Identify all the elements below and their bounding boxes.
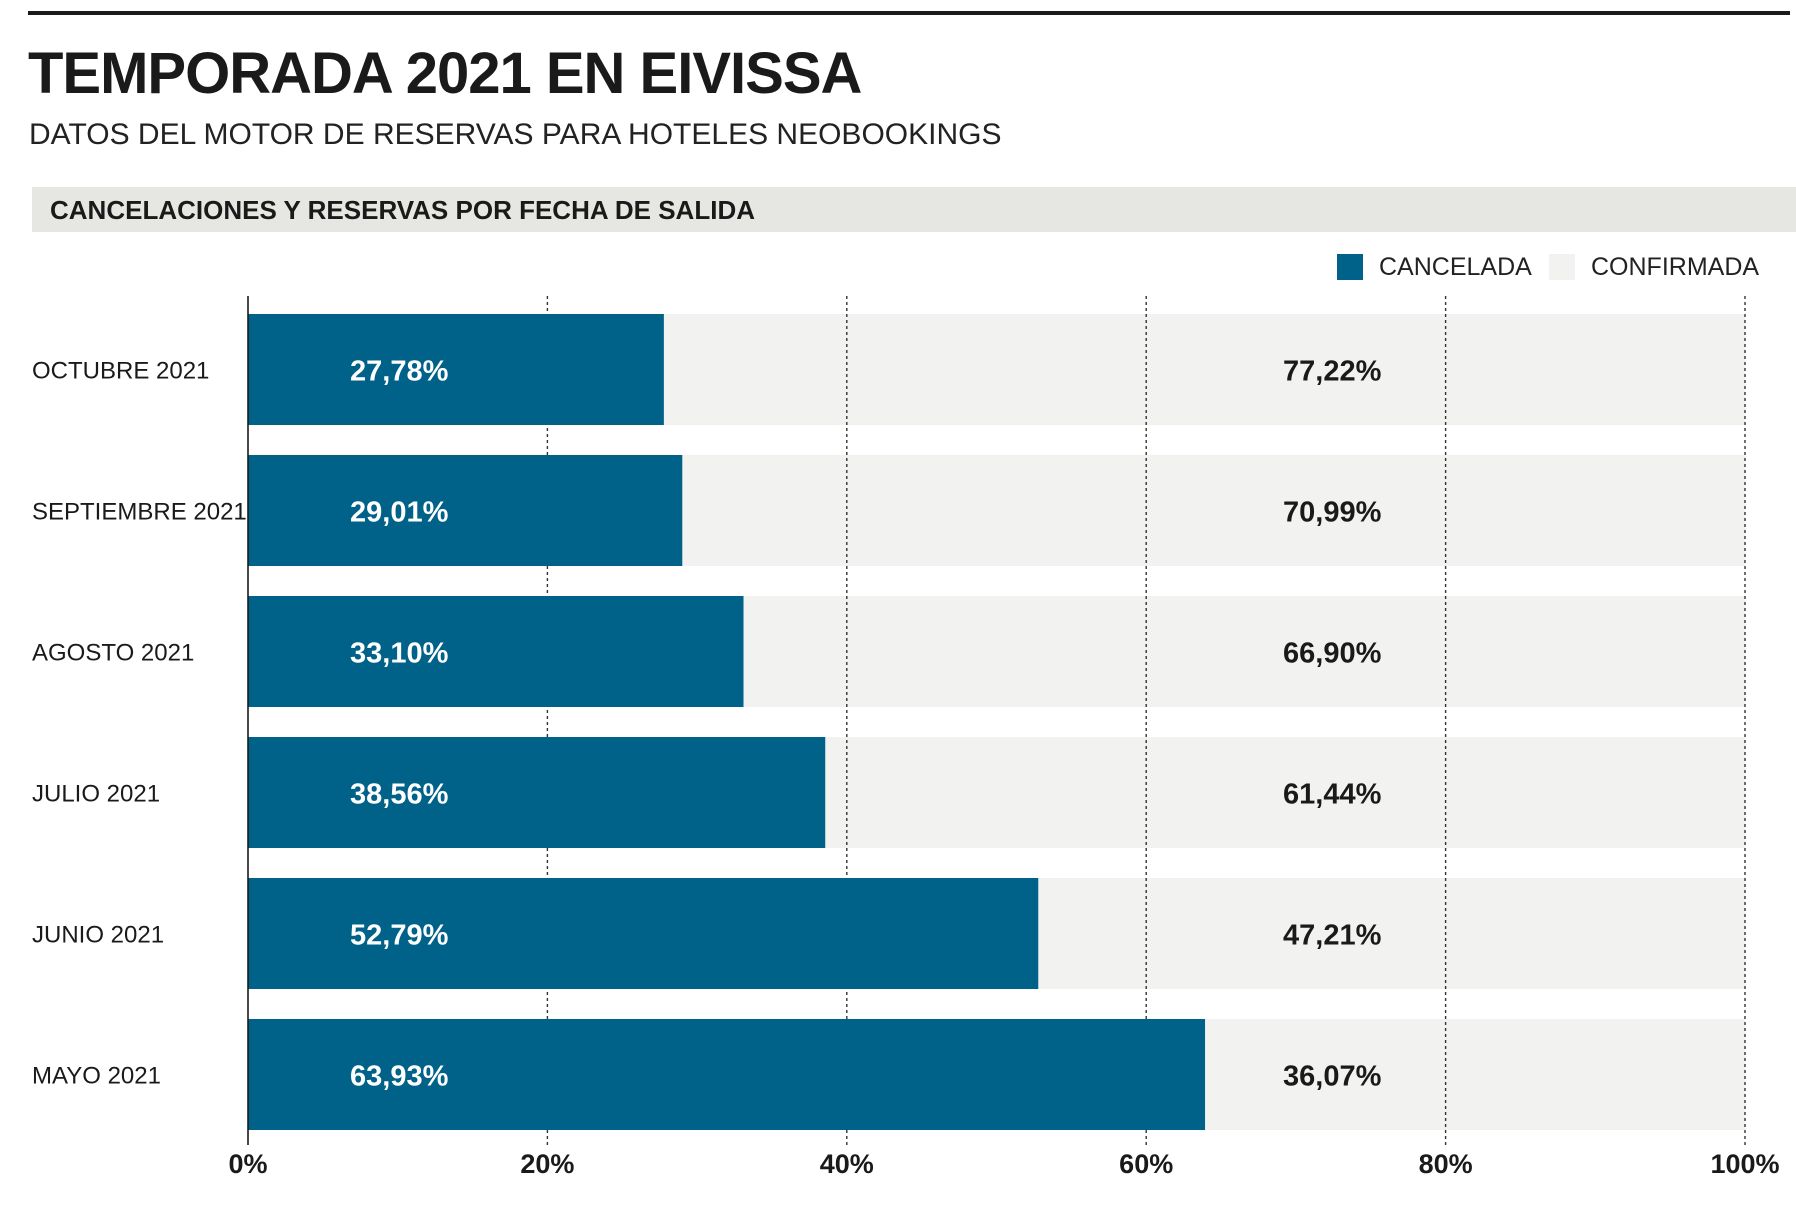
cancelled-bar (248, 1019, 1206, 1130)
cancelled-bar (248, 314, 664, 425)
cancelled-value-label: 52,79% (350, 920, 449, 952)
cancelled-value-label: 33,10% (350, 638, 449, 670)
legend-swatch-confirmada (1549, 254, 1575, 280)
category-label: JUNIO 2021 (32, 922, 164, 949)
top-rule (28, 11, 1790, 15)
category-label: OCTUBRE 2021 (32, 358, 209, 385)
cancelled-bar (248, 737, 826, 848)
cancelled-value-label: 29,01% (350, 497, 449, 529)
confirmed-value-label: 66,90% (1283, 638, 1382, 670)
x-tick-label: 40% (820, 1149, 874, 1179)
x-tick-label: 80% (1419, 1149, 1473, 1179)
page-subtitle: DATOS DEL MOTOR DE RESERVAS PARA HOTELES… (29, 118, 1002, 151)
x-tick-label: 20% (520, 1149, 574, 1179)
legend-swatch-cancelada (1337, 254, 1363, 280)
cancelled-bar (248, 596, 744, 707)
legend-label-cancelada: CANCELADA (1379, 253, 1532, 281)
x-tick-label: 0% (228, 1149, 267, 1179)
confirmed-value-label: 77,22% (1283, 356, 1382, 388)
x-tick-label: 60% (1119, 1149, 1173, 1179)
confirmed-value-label: 47,21% (1283, 920, 1382, 952)
confirmed-value-label: 61,44% (1283, 779, 1382, 811)
cancelled-bar (248, 878, 1039, 989)
category-label: JULIO 2021 (32, 781, 160, 808)
cancelled-value-label: 38,56% (350, 779, 449, 811)
category-label: AGOSTO 2021 (32, 640, 194, 667)
section-label: CANCELACIONES Y RESERVAS POR FECHA DE SA… (50, 195, 755, 225)
confirmed-value-label: 36,07% (1283, 1061, 1382, 1093)
legend-label-confirmada: CONFIRMADA (1591, 253, 1760, 281)
cancelled-value-label: 27,78% (350, 356, 449, 388)
cancelled-bar (248, 455, 683, 566)
cancelled-value-label: 63,93% (350, 1061, 449, 1093)
section-band (32, 187, 1796, 232)
x-tick-label: 100% (1710, 1149, 1779, 1179)
page-title: TEMPORADA 2021 EN EIVISSA (28, 41, 862, 106)
category-label: MAYO 2021 (32, 1063, 161, 1090)
confirmed-value-label: 70,99% (1283, 497, 1382, 529)
category-label: SEPTIEMBRE 2021 (32, 499, 247, 526)
